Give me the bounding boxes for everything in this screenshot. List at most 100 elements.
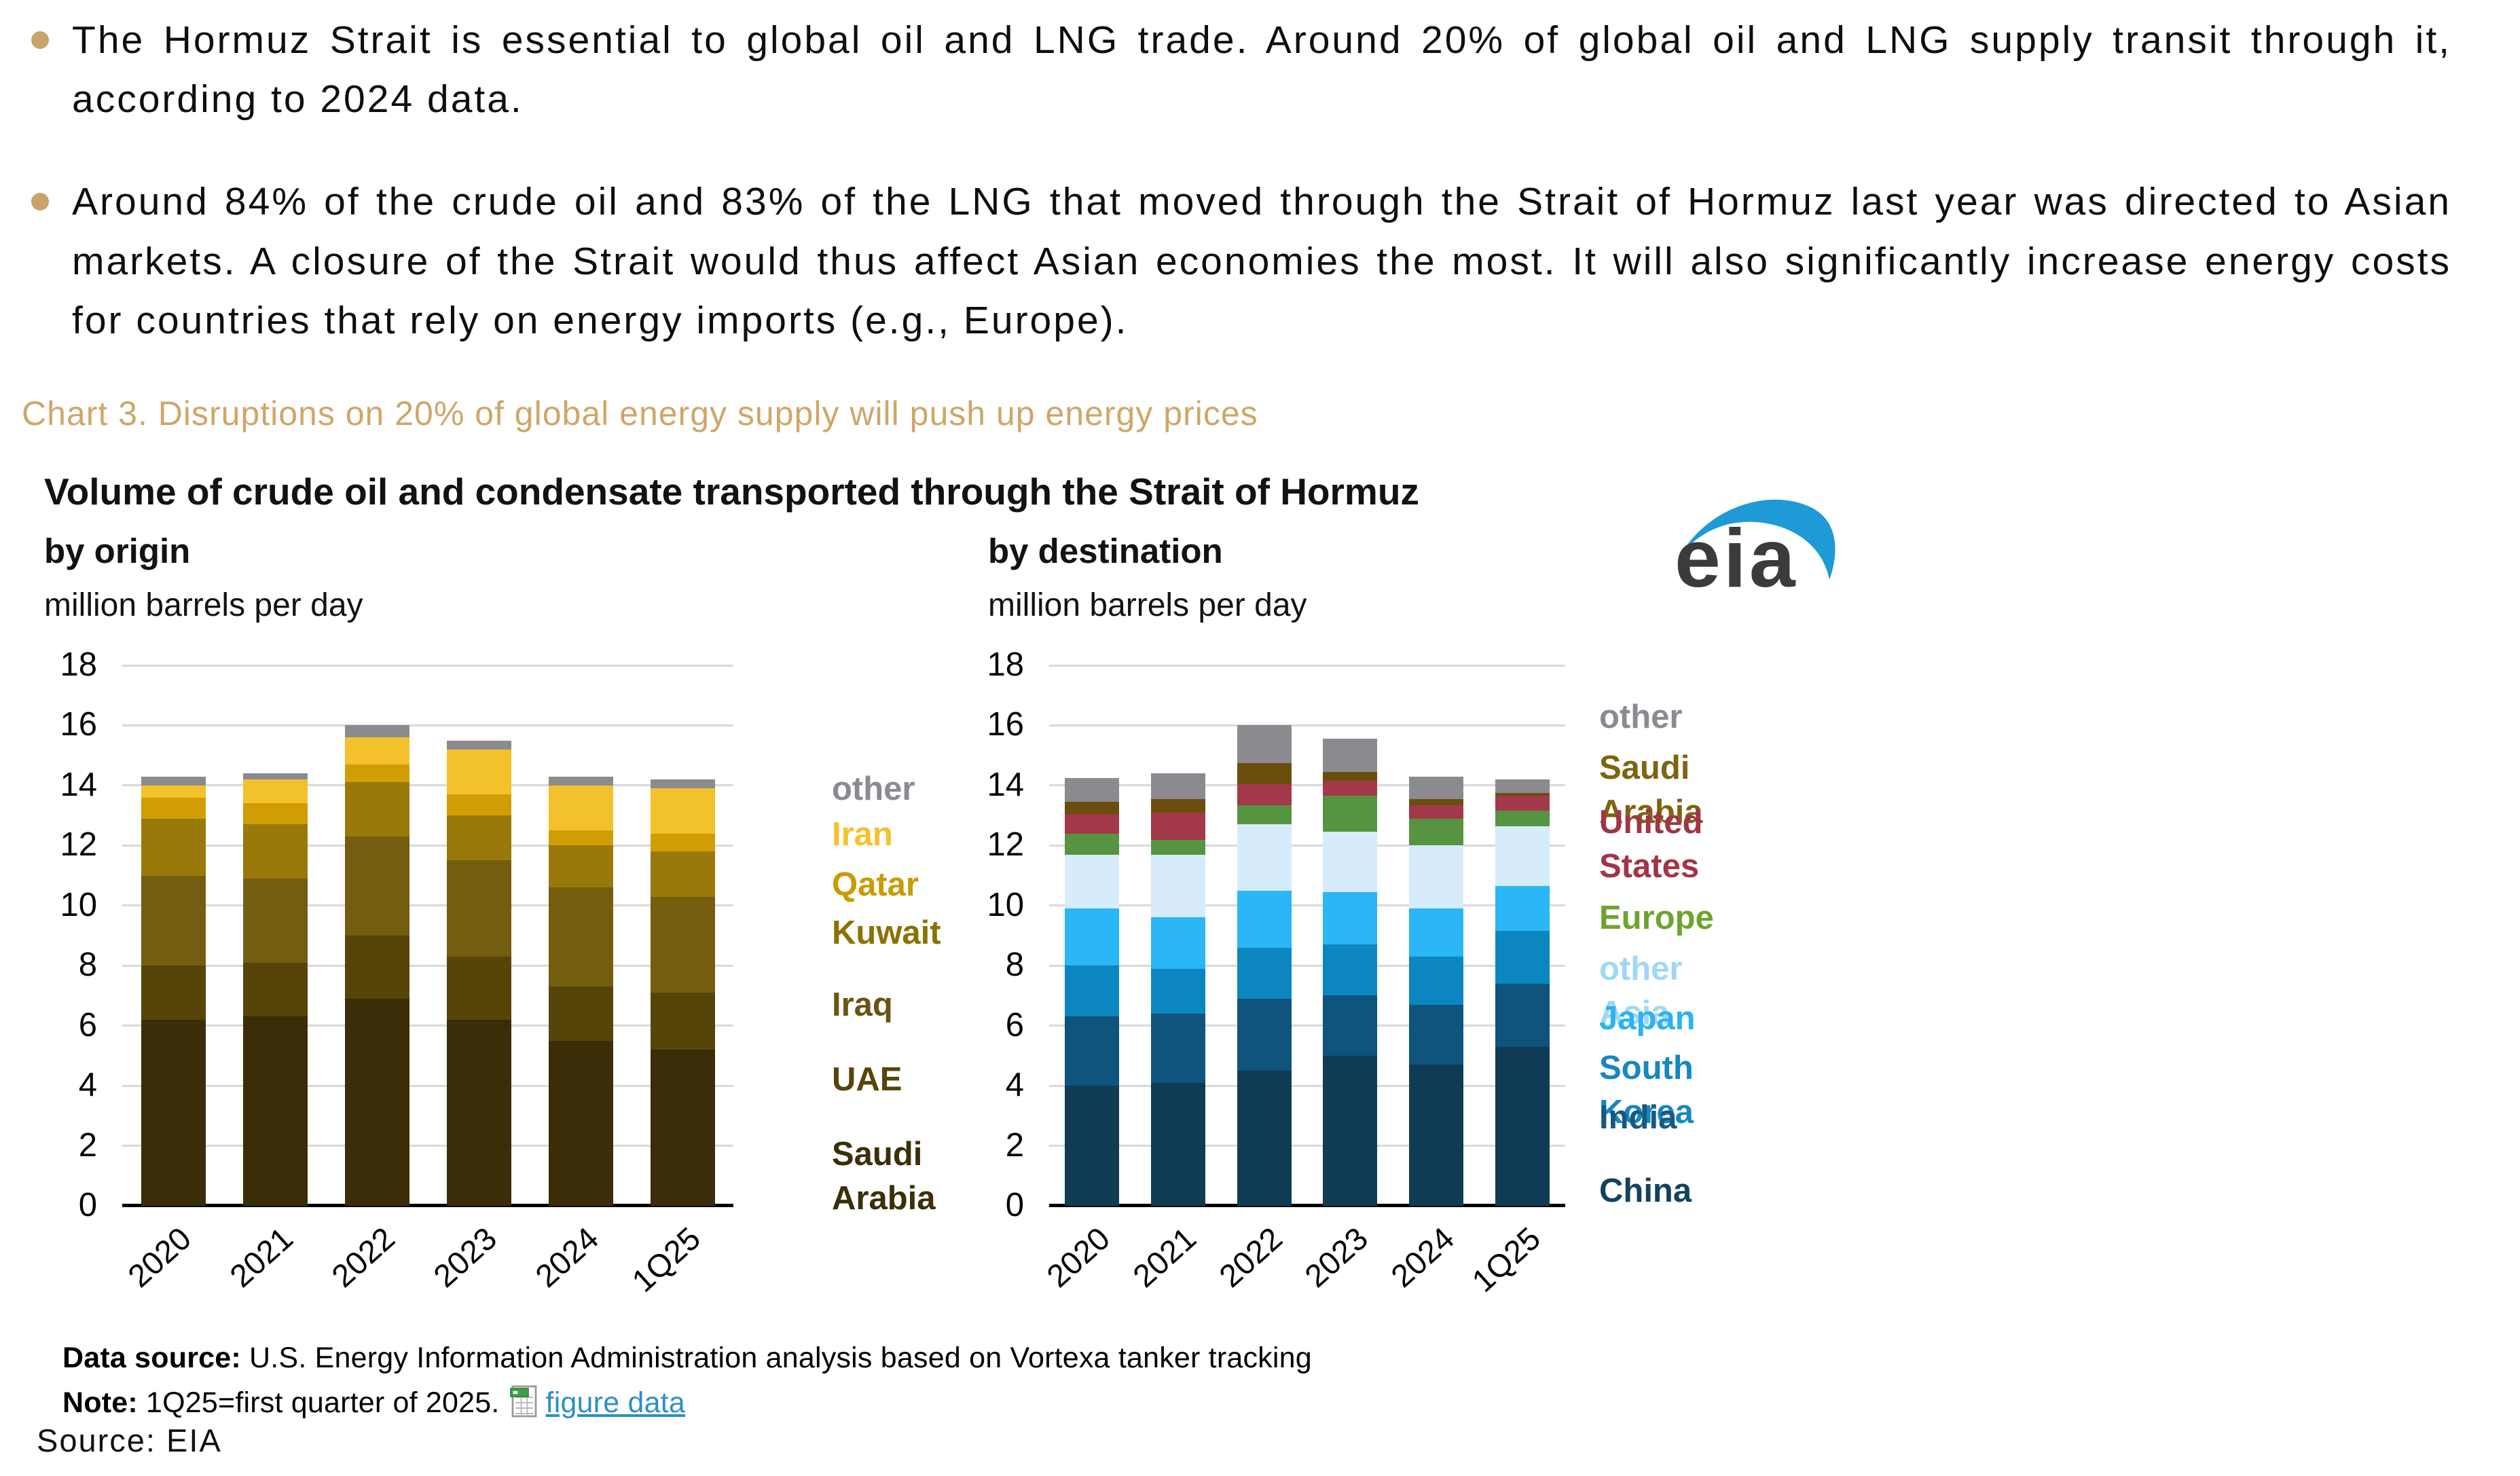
bar-segment-saudi-arabia xyxy=(548,1040,613,1206)
legend-item-other: other xyxy=(1599,699,1683,735)
bar-segment-iran xyxy=(446,749,511,795)
bar-segment-europe xyxy=(1323,796,1378,832)
x-axis-line xyxy=(122,1204,733,1207)
x-tick-label: 2020 xyxy=(1040,1219,1117,1295)
datasource-label: Data source: xyxy=(62,1342,241,1374)
y-tick-label: 18 xyxy=(987,646,1024,683)
y-tick-label: 2 xyxy=(1005,1126,1024,1164)
y-tick-label: 6 xyxy=(1005,1006,1024,1044)
bar-segment-iraq xyxy=(650,896,715,993)
bar-segment-saudi-arabia xyxy=(1409,798,1463,805)
y-tick-label: 16 xyxy=(60,706,97,743)
x-tick-label: 2021 xyxy=(1125,1219,1203,1295)
datasource-line: Data source: U.S. Energy Information Adm… xyxy=(62,1342,1312,1375)
note-line: Note: 1Q25=first quarter of 2025. figure… xyxy=(62,1384,685,1426)
bar-segment-qatar xyxy=(242,803,308,825)
y-tick-label: 10 xyxy=(60,886,97,923)
legend-item-saudi-arabia: Saudi Arabia xyxy=(1599,750,1703,830)
eia-logo: eia xyxy=(1670,485,1847,607)
bullet-text: Around 84% of the crude oil and 83% of t… xyxy=(72,180,2451,342)
bar-segment-south-korea xyxy=(1409,956,1463,1005)
bar-segment-united-states xyxy=(1151,812,1205,840)
bar-segment-japan xyxy=(1237,890,1292,948)
eia-logo-text: eia xyxy=(1675,512,1798,604)
legend-item-kuwait: Kuwait xyxy=(832,915,941,951)
bar-segment-other xyxy=(242,773,308,780)
chart3-heading: Chart 3. Disruptions on 20% of global en… xyxy=(22,394,1258,432)
gridline xyxy=(1049,784,1565,787)
bar-segment-kuwait xyxy=(446,815,511,861)
y-tick-label: 14 xyxy=(60,766,97,803)
bar-segment-saudi-arabia xyxy=(650,1050,715,1206)
chart-destination-subtitle: by destination xyxy=(988,532,1223,570)
gridline xyxy=(1049,964,1565,967)
bar-segment-uae xyxy=(242,962,308,1017)
y-tick-label: 12 xyxy=(987,826,1024,864)
bar-segment-iraq xyxy=(141,875,206,966)
bar-segment-other xyxy=(1409,776,1463,799)
note-label: Note: xyxy=(62,1386,138,1419)
legend-item-japan: Japan xyxy=(1599,1000,1696,1037)
bar-segment-china xyxy=(1323,1055,1378,1206)
bar-segment-uae xyxy=(548,986,613,1041)
bullet-text: The Hormuz Strait is essential to global… xyxy=(72,18,2451,122)
y-tick-label: 0 xyxy=(1005,1187,1024,1223)
bullet-item: The Hormuz Strait is essential to global… xyxy=(31,11,2451,129)
bar-segment-india xyxy=(1065,1016,1120,1086)
y-tick-label: 16 xyxy=(987,706,1024,743)
gridline xyxy=(122,724,733,726)
bar-segment-united-states xyxy=(1409,805,1463,819)
bar-segment-china xyxy=(1237,1071,1292,1206)
gridline xyxy=(122,784,733,787)
bar-segment-south-korea xyxy=(1323,944,1378,996)
bar-segment-saudi-arabia xyxy=(1495,792,1550,796)
bar-segment-kuwait xyxy=(344,782,409,837)
bar-segment-other-asia xyxy=(1409,845,1463,909)
x-axis-line xyxy=(1049,1204,1565,1207)
bar-segment-saudi-arabia xyxy=(242,1016,308,1206)
y-tick-label: 18 xyxy=(60,646,97,683)
bar-segment-qatar xyxy=(141,797,206,819)
y-tick-label: 8 xyxy=(78,946,97,984)
x-tick-label: 1Q25 xyxy=(625,1219,708,1299)
bullet-icon xyxy=(31,193,49,211)
bar-segment-other xyxy=(548,776,613,786)
bar-segment-europe xyxy=(1495,811,1550,826)
gridline xyxy=(1049,1025,1565,1027)
gridline xyxy=(122,904,733,907)
bar-segment-saudi-arabia xyxy=(446,1019,511,1206)
bar-segment-europe xyxy=(1151,839,1205,855)
bar-segment-iran xyxy=(650,788,715,834)
bar-segment-india xyxy=(1323,995,1378,1056)
bullet-list: The Hormuz Strait is essential to global… xyxy=(31,11,2451,394)
bar-segment-other-asia xyxy=(1151,854,1205,918)
y-tick-label: 0 xyxy=(78,1187,97,1223)
figure-title: Volume of crude oil and condensate trans… xyxy=(44,471,1419,513)
chart-origin-subtitle: by origin xyxy=(44,532,191,570)
bar-segment-iran xyxy=(141,785,206,798)
bar-segment-other-asia xyxy=(1237,824,1292,891)
y-tick-label: 12 xyxy=(60,826,97,864)
gridline xyxy=(1049,724,1565,726)
bar-segment-china xyxy=(1151,1082,1205,1206)
bar-segment-saudi-arabia xyxy=(1323,772,1378,781)
x-tick-label: 2021 xyxy=(222,1219,300,1295)
bar-segment-uae xyxy=(344,936,409,999)
legend-item-other-asia: other Asia xyxy=(1599,951,1683,1031)
bar-segment-qatar xyxy=(650,833,715,852)
gridline xyxy=(122,1084,733,1087)
chart-destination-unit-label: million barrels per day xyxy=(988,587,1307,623)
bar-segment-saudi-arabia xyxy=(344,998,409,1206)
bar-segment-iran xyxy=(344,737,409,764)
bar-segment-india xyxy=(1237,998,1292,1071)
figure-data-link[interactable]: figure data xyxy=(545,1386,685,1419)
legend-item-iran: Iran xyxy=(832,816,893,853)
bar-segment-japan xyxy=(1323,891,1378,945)
bar-segment-china xyxy=(1409,1065,1463,1206)
bar-segment-other xyxy=(1495,779,1550,793)
bar-segment-other xyxy=(446,740,511,750)
bar-segment-china xyxy=(1495,1046,1550,1206)
bar-segment-other xyxy=(1237,725,1292,763)
bar-segment-south-korea xyxy=(1495,931,1550,984)
y-tick-label: 2 xyxy=(78,1126,97,1164)
